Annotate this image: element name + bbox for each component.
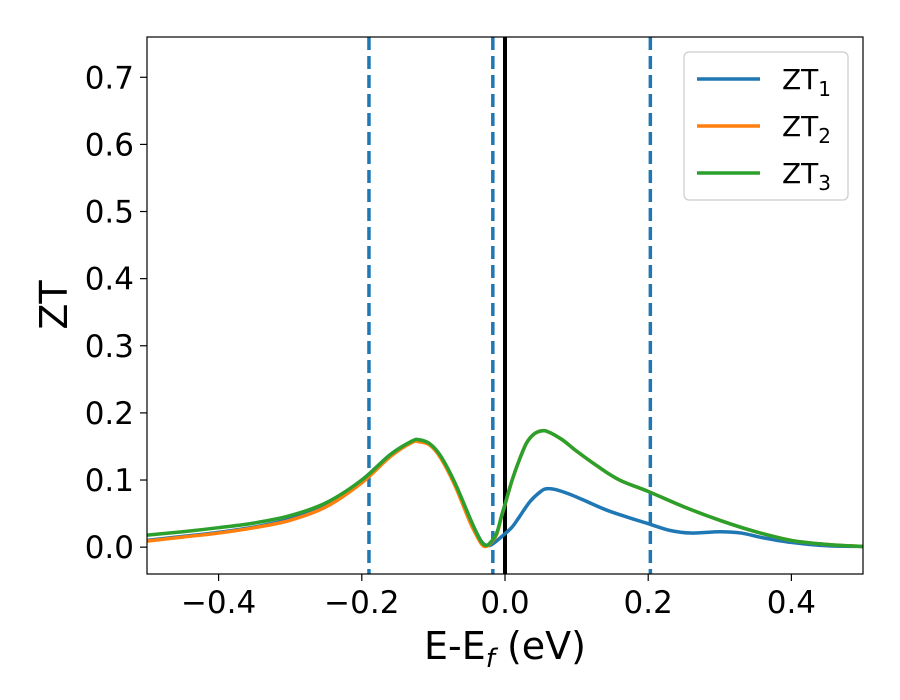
series-line-zt3	[147, 428, 863, 549]
y-axis-title: ZT	[32, 280, 76, 330]
x-tick-label: −0.4	[181, 585, 256, 621]
x-axis-title-unit: (eV)	[495, 624, 586, 668]
x-axis-title-base: E-E	[424, 624, 486, 668]
x-tick-label: 0.4	[767, 585, 816, 621]
y-tick-label: 0.0	[85, 530, 134, 566]
reference-lines	[367, 37, 653, 574]
x-tick-label: 0.0	[480, 585, 529, 621]
legend-label-zt2: ZT2	[782, 110, 831, 148]
y-axis: 0.0 0.1 0.2 0.3 0.4 0.5 0.6 0.7	[85, 60, 147, 566]
x-tick-label: −0.2	[324, 585, 399, 621]
legend-label-zt1: ZT1	[782, 63, 831, 101]
legend: ZT1 ZT2 ZT3	[683, 51, 849, 201]
plot-area	[147, 37, 863, 574]
y-tick-label: 0.6	[85, 127, 134, 163]
x-axis-title: E-Ef (eV)	[424, 624, 586, 674]
x-tick-label: 0.2	[624, 585, 673, 621]
legend-label-zt3: ZT3	[782, 157, 831, 195]
y-tick-label: 0.1	[85, 463, 134, 499]
series-lines	[147, 428, 863, 549]
legend-frame	[683, 51, 849, 201]
y-tick-label: 0.7	[85, 60, 134, 96]
y-tick-label: 0.2	[85, 396, 134, 432]
y-tick-label: 0.4	[85, 262, 134, 298]
y-tick-label: 0.3	[85, 329, 134, 365]
x-axis: −0.4 −0.2 0.0 0.2 0.4	[181, 574, 816, 621]
y-tick-label: 0.5	[85, 195, 134, 231]
